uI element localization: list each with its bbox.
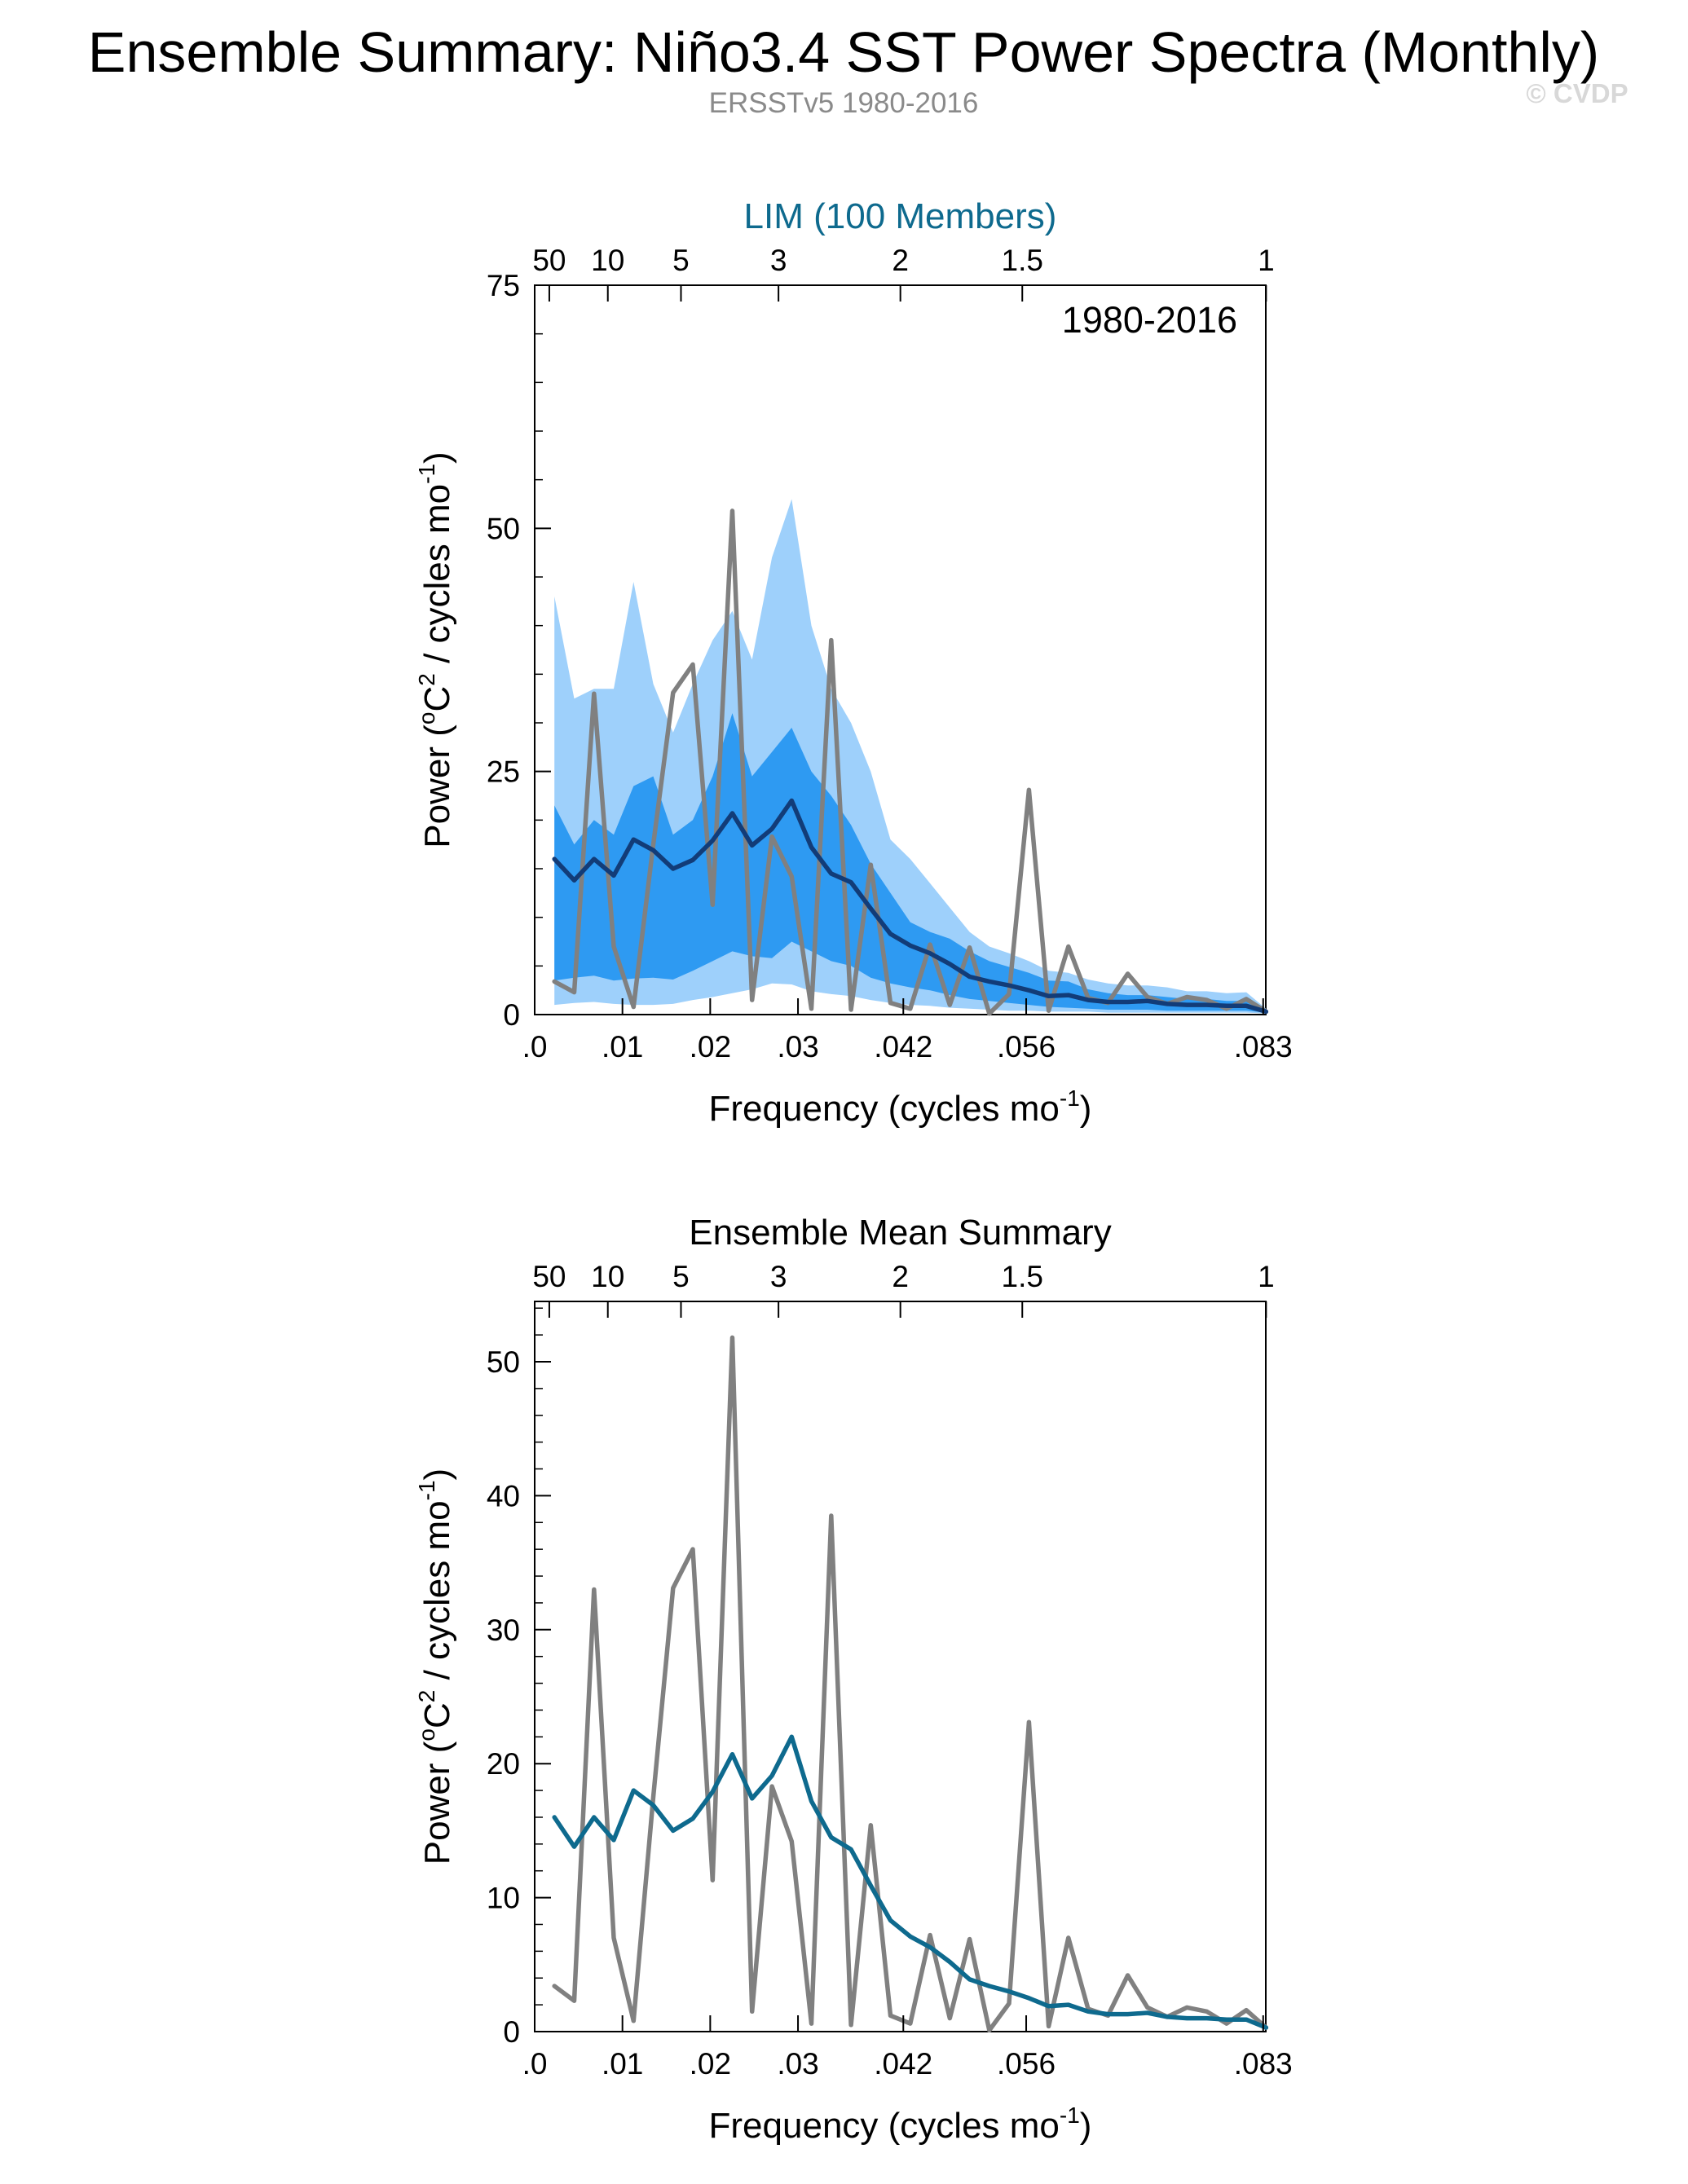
x-axis-label-end: ) [1080, 2106, 1092, 2146]
series-observed-line [552, 509, 1269, 1016]
y-axis-label: Power (oC2 / cycles mo-1) [414, 451, 457, 848]
x-axis-label: Frequency (cycles mo-1) [709, 1085, 1092, 1129]
x-tick-label: .03 [777, 1030, 818, 1063]
period-annotation: 1980-2016 [1062, 299, 1237, 341]
x-tick-label: .0 [522, 2047, 548, 2081]
y-tick-label: 40 [487, 1479, 520, 1513]
watermark: © CVDP [1526, 78, 1628, 108]
period-tick-label: 3 [770, 1260, 787, 1293]
period-tick-label: 1.5 [1002, 1260, 1043, 1293]
y-tick-label: 20 [487, 1747, 520, 1781]
y-axis-label-squared: 2 [414, 1690, 439, 1703]
chart-panel-lim: 0 25 50 75 .0 .01 .02 .03 .042 .056 .083 50 10 5 3 2 1.5… [414, 196, 1293, 1129]
period-tick-label: 2 [892, 244, 909, 277]
period-tick-label: 1 [1258, 244, 1275, 277]
period-tick-label: 5 [672, 1260, 690, 1293]
x-axis-label-exponent: -1 [1060, 1085, 1080, 1111]
band-inner [554, 713, 1267, 1013]
x-tick-label: .03 [777, 2047, 818, 2081]
series-ensemble-mean-line [552, 1734, 1269, 2030]
panel-title: LIM (100 Members) [744, 196, 1057, 236]
x-tick-label: .042 [874, 1030, 932, 1063]
y-tick-label: 30 [487, 1614, 520, 1647]
y-axis-label-degree: o [414, 712, 439, 725]
period-tick-label: 10 [591, 1260, 624, 1293]
x-tick-label: .042 [874, 2047, 932, 2081]
period-tick-label: 2 [892, 1260, 909, 1293]
period-tick-label: 5 [672, 244, 690, 277]
y-axis-label-unit: C [417, 686, 457, 712]
y-axis-label-end: ) [417, 1468, 457, 1481]
period-tick-label: 1 [1258, 1260, 1275, 1293]
x-axis-label: Frequency (cycles mo-1) [709, 2103, 1092, 2146]
x-tick-label: .083 [1234, 2047, 1293, 2081]
series-observed-line [552, 1335, 1269, 2033]
period-tick-label: 50 [532, 1260, 566, 1293]
y-axis-label-degree: o [414, 1728, 439, 1741]
x-axis-label-end: ) [1080, 1089, 1092, 1129]
figure-subtitle: ERSSTv5 1980-2016 [709, 87, 979, 119]
y-tick-label: 10 [487, 1882, 520, 1915]
period-tick-label: 50 [532, 244, 566, 277]
y-axis-label-main: Power ( [417, 1741, 457, 1865]
period-tick-label: 1.5 [1002, 244, 1043, 277]
y-tick-label: 50 [487, 512, 520, 545]
x-tick-label: .083 [1234, 1030, 1293, 1063]
y-axis-label-exponent: -1 [414, 1480, 439, 1500]
x-axis-label-exponent: -1 [1060, 2103, 1080, 2128]
y-axis-label-mid: / cycles mo [417, 484, 457, 673]
y-axis-label: Power (oC2 / cycles mo-1) [414, 1468, 457, 1865]
period-tick-label: 10 [591, 244, 624, 277]
series-ensemble-mean-line [552, 798, 1269, 1015]
x-tick-label: .02 [690, 2047, 731, 2081]
y-tick-label: 0 [503, 998, 520, 1032]
x-tick-label: .02 [690, 1030, 731, 1063]
panel-title: Ensemble Mean Summary [689, 1213, 1111, 1253]
chart-panel-ensemble-mean: 0 10 20 30 40 50 .0 .01 .02 .03 .042 .056 .083 50 10 5 3… [414, 1213, 1293, 2146]
y-axis-label-mid: / cycles mo [417, 1500, 457, 1689]
y-axis-label-main: Power ( [417, 724, 457, 848]
x-tick-label: .056 [997, 2047, 1056, 2081]
figure-title: Ensemble Summary: Niño3.4 SST Power Spec… [88, 20, 1599, 84]
x-axis-label-main: Frequency (cycles mo [709, 2106, 1060, 2146]
y-axis-label-unit: C [417, 1702, 457, 1728]
x-tick-label: .056 [997, 1030, 1056, 1063]
x-axis-label-main: Frequency (cycles mo [709, 1089, 1060, 1129]
x-tick-label: .01 [602, 1030, 643, 1063]
y-axis-label-exponent: -1 [414, 464, 439, 484]
y-tick-label: 75 [487, 269, 520, 302]
x-tick-label: .0 [522, 1030, 548, 1063]
y-axis-label-end: ) [417, 451, 457, 464]
y-tick-label: 0 [503, 2015, 520, 2049]
x-tick-label: .01 [602, 2047, 643, 2081]
period-tick-label: 3 [770, 244, 787, 277]
y-tick-label: 25 [487, 755, 520, 789]
y-tick-label: 50 [487, 1345, 520, 1379]
y-axis-label-squared: 2 [414, 673, 439, 686]
